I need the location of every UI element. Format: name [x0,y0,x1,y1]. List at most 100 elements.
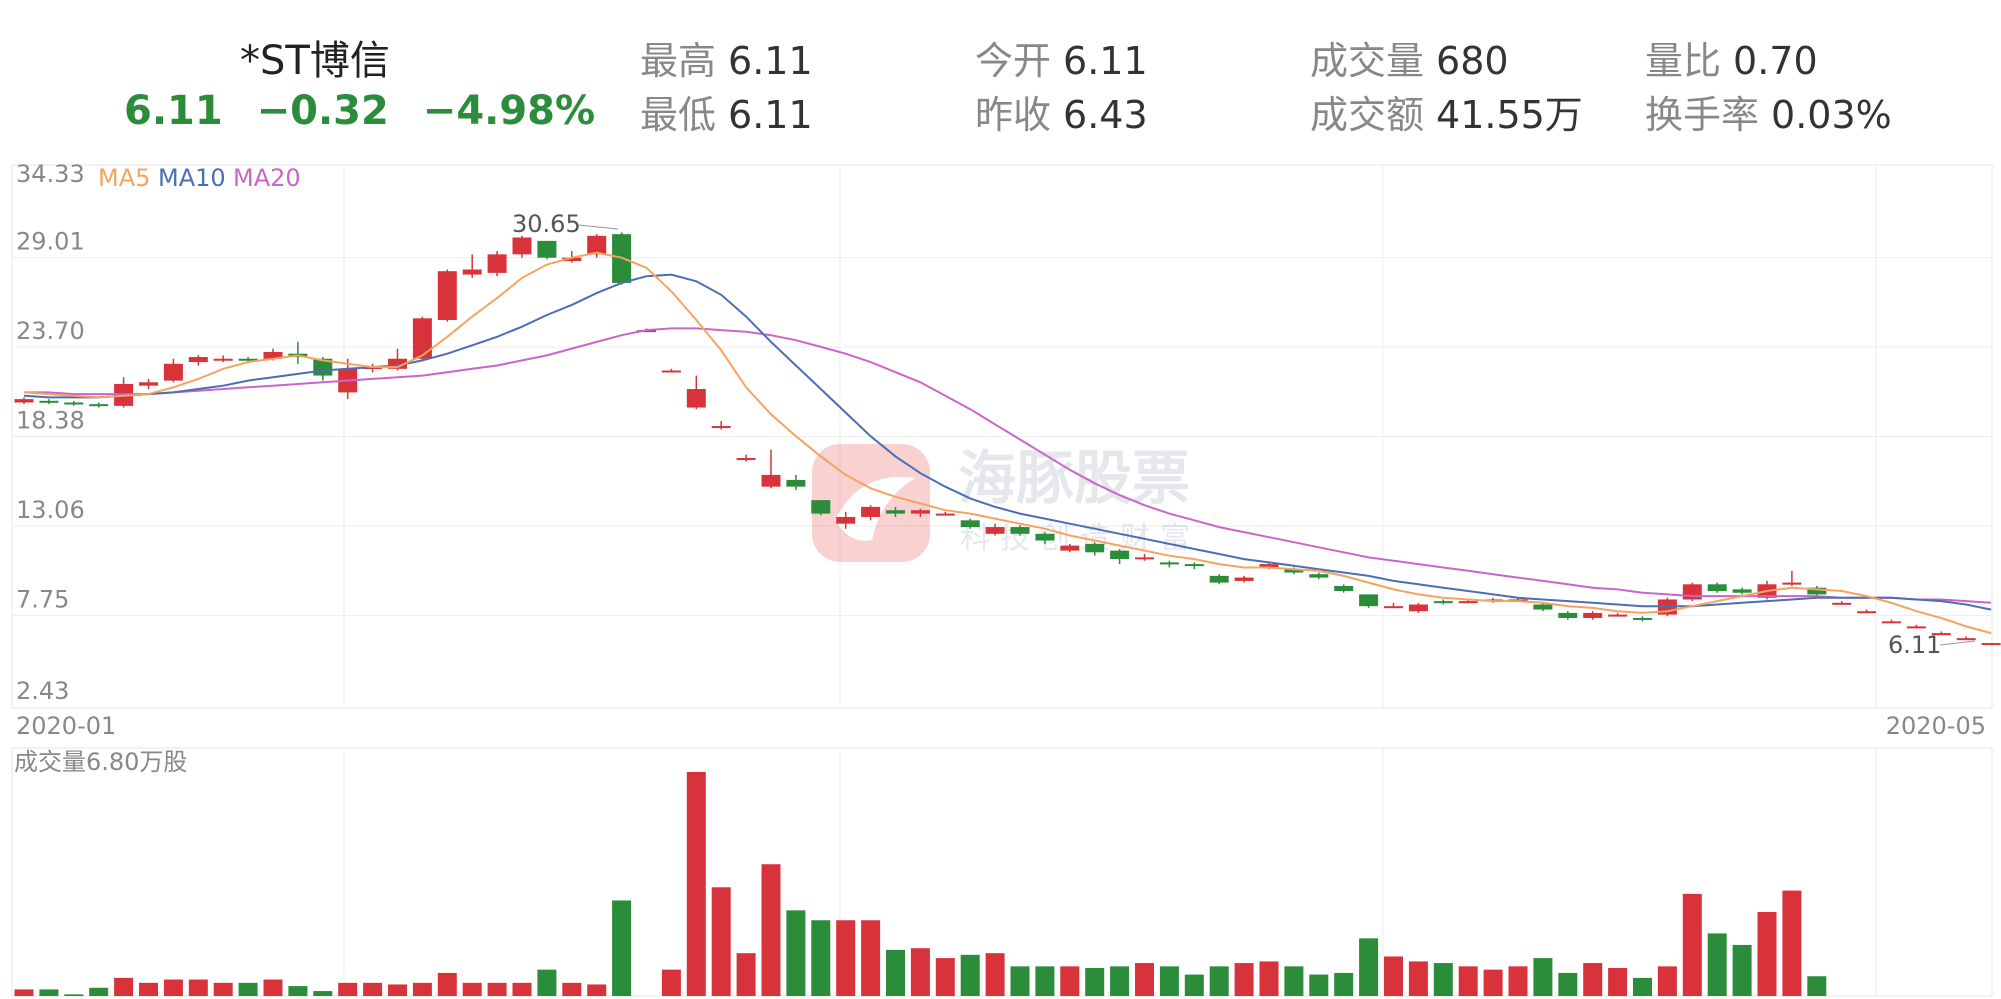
volume-bar [437,972,457,996]
candle-body [89,404,109,407]
candle-body [1135,557,1154,560]
stat-open: 今开 6.11 [975,39,1148,83]
volume-bar [1010,966,1030,996]
candle [985,523,1005,536]
candle-body [537,240,557,258]
candle-body [1408,604,1428,612]
volume-bar [213,982,233,996]
candle-body [736,458,756,461]
volume-bar [1408,961,1428,996]
candle [1857,609,1877,614]
candle-body [1931,633,1951,636]
legend-ma10: MA10 [158,164,226,192]
ma10-line [23,273,1992,611]
volume-bar [1682,893,1702,996]
candle-body [861,506,881,517]
volume-bar [238,982,258,996]
watermark-logo [812,444,930,562]
candle-body [1807,587,1827,595]
candle-body [1956,638,1976,641]
y-tick-label: 23.70 [16,317,85,345]
candle [1035,532,1055,544]
candle-body [910,510,930,514]
candle-body [1060,545,1080,551]
ma20-line [24,327,1992,604]
volume-bar [861,920,881,996]
volume-bar [1583,963,1603,996]
volume-bar [811,920,831,996]
candle [487,250,507,277]
volume-bar [1184,974,1204,996]
candle [1433,599,1453,605]
candle [1732,587,1752,595]
volume-bar [836,920,856,996]
volume-bar [587,984,607,996]
last-annotation-leader [1939,640,1976,646]
y-tick-label: 29.01 [16,228,85,256]
candle [114,377,134,408]
volume-bar [1085,968,1105,996]
candle-body [786,479,806,487]
candle-body [1558,612,1578,618]
candle [935,511,955,516]
candle [1707,582,1727,593]
candle-body [1458,601,1478,604]
volume-bar [263,979,283,996]
volume-bar [1757,912,1777,996]
volume-bar [288,986,308,996]
candle-body [562,257,582,262]
candle-body [1832,602,1852,605]
candle [213,355,233,363]
volume-bar [1533,958,1553,996]
candle [64,400,84,406]
legend-ma5: MA5 [98,164,150,192]
candle [1085,542,1105,556]
candle-body [960,520,980,528]
candle [1832,601,1852,605]
high-annotation-leader [577,224,619,230]
volume-bar [388,984,407,996]
volume-bar [139,982,158,996]
candle-body [1209,575,1229,583]
candle-body [512,237,532,255]
stat-turnover: 换手率 0.03% [1645,93,1892,137]
volume-bar [537,969,557,996]
candle-body [64,402,84,405]
volume-bar [1608,968,1628,996]
price-line: 6.11 −0.32 −4.98% [124,88,615,134]
candle-body [1259,564,1279,568]
candle-body [1384,606,1403,609]
volume-bar [1284,966,1304,996]
candle [587,234,607,258]
candle-body [263,351,283,359]
volume-bar [736,953,756,996]
candle [736,454,756,462]
volume-bar [786,910,806,996]
candle-body [1682,584,1702,600]
volume-bar [1633,977,1652,996]
candle-body [139,382,158,386]
volume-bar [612,900,632,996]
candle-body [836,516,856,524]
quote-header: *ST博信 6.11 −0.32 −4.98% 最高 6.11 最低 6.11 今开… [0,0,2001,160]
candle [512,235,532,258]
candle [661,368,681,373]
candle-body [811,500,831,514]
stat-low: 最低 6.11 [640,93,813,137]
candle-body [1159,562,1179,565]
candle-body [1334,585,1354,592]
volume-bar [1807,976,1827,996]
candle [761,449,781,489]
candle-body [188,357,208,363]
stat-volume: 成交量 680 [1310,39,1509,83]
ma5-line [23,251,1992,635]
candle [1110,548,1130,565]
volume-bar [163,979,183,996]
candle [1682,582,1702,602]
candle-body [661,370,681,373]
candle-body [1184,564,1204,567]
volume-bar [1159,966,1179,996]
candle [1807,585,1827,597]
volume-bar [910,948,930,996]
